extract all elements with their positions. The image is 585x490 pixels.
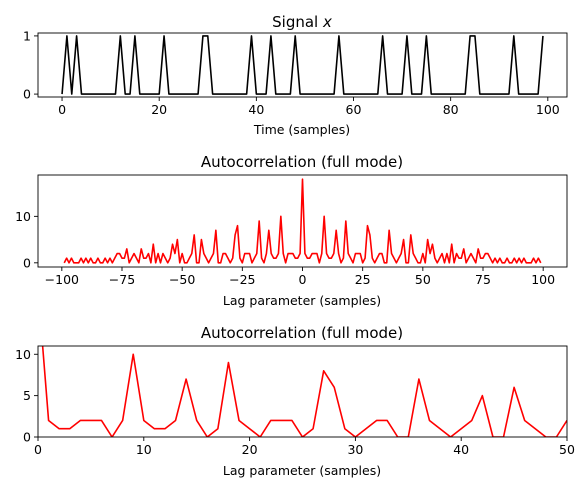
x-tick-label: 75 [475,272,491,287]
x-tick-label: 25 [355,272,371,287]
y-tick-label: 0 [23,87,31,102]
y-tick-label: 1 [23,28,31,43]
autocorrelation-series [41,346,567,437]
y-tick-label: 10 [15,209,31,224]
autocorr-zoom-panel: Autocorrelation (full mode) 0 10 20 30 40 50 … [15,324,575,478]
x-axis-ticks: 0 20 40 60 80 100 [58,97,560,117]
x-tick-label: 0 [58,102,66,117]
chart-title: Autocorrelation (full mode) [201,324,403,342]
x-tick-label: 0 [34,442,42,457]
y-tick-label: 0 [23,430,31,445]
series-line [41,346,567,437]
x-tick-label: 40 [453,442,469,457]
x-axis-ticks: −100 −75 −50 −25 0 25 50 75 100 [45,267,555,287]
series-line [61,35,544,95]
x-tick-label: 50 [559,442,575,457]
x-tick-label: −25 [229,272,255,287]
x-tick-label: 40 [248,102,264,117]
autocorr-full-panel: Autocorrelation (full mode) −100 −75 −50 −2… [15,153,568,308]
x-tick-label: −75 [109,272,135,287]
x-tick-label: 50 [415,272,431,287]
x-tick-label: 20 [242,442,258,457]
chart-title: Signal x [272,13,332,31]
x-tick-label: 30 [347,442,363,457]
x-tick-label: 10 [136,442,152,457]
signal-series [61,35,544,95]
signal-panel: Signal x 0 20 40 60 80 100 01 Time (samples) [23,13,568,137]
plot-frame [37,345,568,438]
chart-title: Autocorrelation (full mode) [201,153,403,171]
x-tick-label: 80 [443,102,459,117]
y-axis-ticks: 0 5 10 [15,347,38,445]
y-axis-ticks: 01 [23,28,38,102]
x-tick-label: 0 [299,272,307,287]
y-tick-label: 10 [15,347,31,362]
x-axis-label: Lag parameter (samples) [223,293,381,308]
plot-frame [37,32,568,98]
y-tick-label: 0 [23,255,31,270]
x-tick-label: 20 [151,102,167,117]
series-line [63,178,542,264]
x-tick-label: 100 [531,272,555,287]
x-axis-ticks: 0 10 20 30 40 50 [34,437,575,457]
x-axis-label: Time (samples) [253,122,350,137]
x-tick-label: −100 [45,272,79,287]
x-axis-label: Lag parameter (samples) [223,463,381,478]
y-axis-ticks: 0 10 [15,209,38,270]
x-tick-label: 60 [346,102,362,117]
x-tick-label: −50 [169,272,195,287]
autocorrelation-series [63,178,542,264]
x-tick-label: 100 [536,102,560,117]
y-tick-label: 5 [23,388,31,403]
